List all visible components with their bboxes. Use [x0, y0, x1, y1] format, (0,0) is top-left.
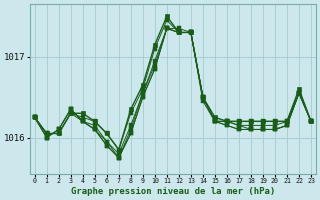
X-axis label: Graphe pression niveau de la mer (hPa): Graphe pression niveau de la mer (hPa) — [71, 187, 275, 196]
